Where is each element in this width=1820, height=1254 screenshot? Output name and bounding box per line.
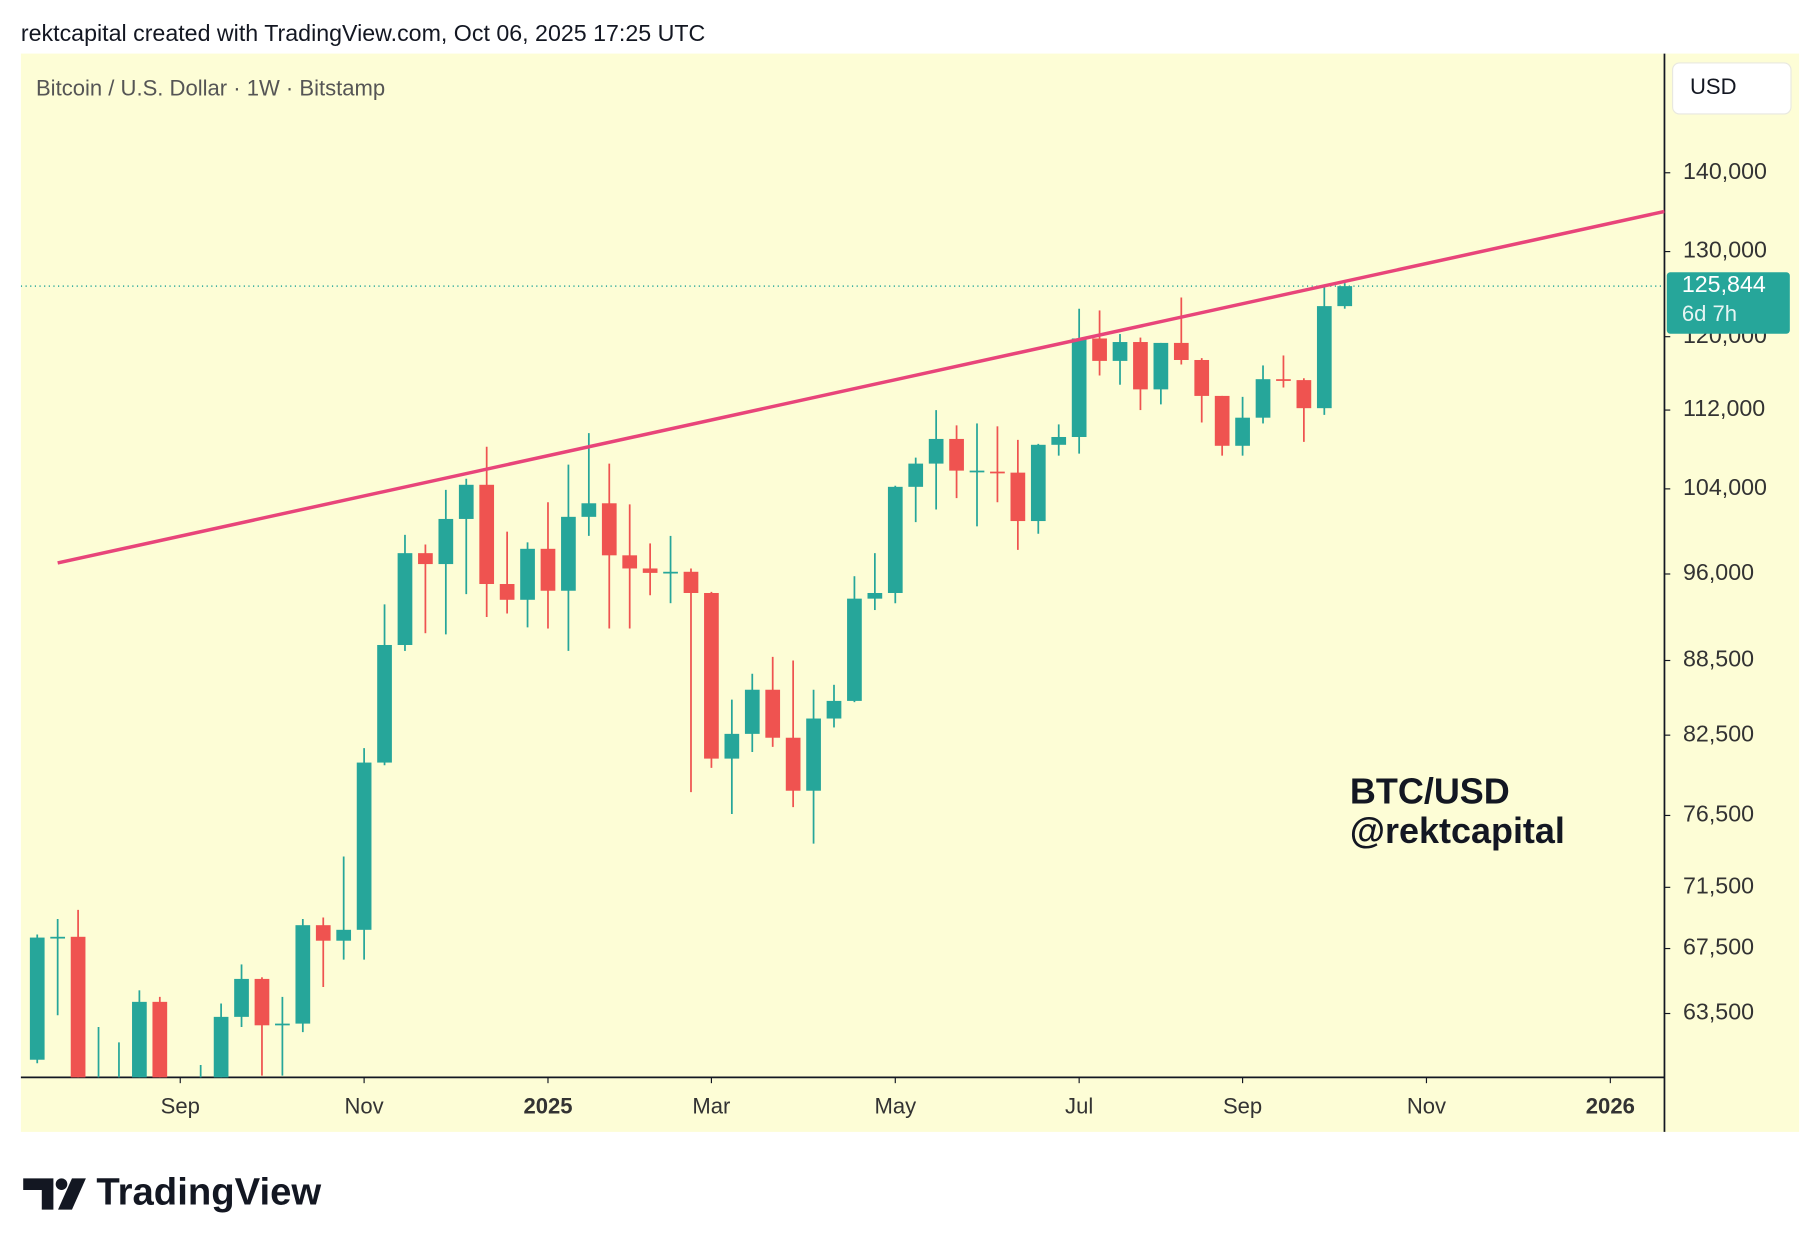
candle-body bbox=[1194, 359, 1210, 396]
candle-body bbox=[295, 925, 311, 1024]
x-tick-label: 2026 bbox=[1586, 1093, 1635, 1118]
candle-body bbox=[1173, 342, 1189, 360]
candle-body bbox=[663, 571, 678, 574]
y-tick-label: 67,500 bbox=[1683, 934, 1754, 960]
candle-body bbox=[50, 936, 66, 939]
candle-body bbox=[438, 518, 454, 565]
candle-body bbox=[683, 571, 699, 593]
candle-body bbox=[458, 484, 474, 519]
plot-area bbox=[20, 209, 1665, 1078]
x-tick-label: Nov bbox=[345, 1093, 384, 1118]
candle-body bbox=[969, 470, 985, 473]
currency-box bbox=[1672, 62, 1792, 115]
candle-body bbox=[1316, 306, 1332, 409]
candle-body bbox=[765, 689, 781, 738]
candle-body bbox=[826, 700, 842, 719]
candle-body bbox=[642, 568, 658, 573]
candle-body bbox=[254, 978, 270, 1026]
candle-body bbox=[744, 689, 760, 734]
candle-body bbox=[908, 463, 924, 487]
candle-body bbox=[1030, 444, 1046, 522]
axes: 140,000130,000120,000112,000104,00096,00… bbox=[161, 158, 1790, 1118]
countdown-label: 6d 7h bbox=[1682, 301, 1737, 326]
candle-body bbox=[275, 1023, 290, 1026]
candle-body bbox=[1153, 342, 1169, 390]
y-tick-label: 82,500 bbox=[1683, 720, 1754, 746]
chart-title: Bitcoin / U.S. Dollar · 1W · Bitstamp bbox=[36, 75, 385, 100]
candle-body bbox=[1133, 342, 1148, 390]
x-tick-label: 2025 bbox=[523, 1093, 572, 1118]
header: rektcapital created with TradingView.com… bbox=[21, 20, 705, 46]
candle-body bbox=[1010, 472, 1026, 522]
candle-body bbox=[949, 438, 964, 471]
candle-body bbox=[397, 553, 413, 645]
candle-body bbox=[540, 548, 556, 591]
candle-body bbox=[418, 553, 433, 565]
candle-body bbox=[990, 471, 1005, 474]
candle-body bbox=[622, 555, 638, 569]
candle-body bbox=[29, 937, 45, 1060]
candle-body bbox=[336, 929, 352, 941]
last-price-box bbox=[1666, 272, 1790, 334]
y-tick-label: 130,000 bbox=[1683, 237, 1767, 263]
x-tick-label: Sep bbox=[1223, 1093, 1262, 1118]
candle-body bbox=[806, 718, 821, 791]
trendline bbox=[57, 209, 1665, 565]
candle-body bbox=[867, 592, 883, 599]
y-tick-label: 96,000 bbox=[1683, 559, 1754, 585]
candle-body bbox=[356, 762, 372, 930]
candle-body bbox=[1051, 436, 1067, 445]
x-tick-label: Sep bbox=[161, 1093, 200, 1118]
x-tick-label: Mar bbox=[692, 1093, 730, 1118]
candle-body bbox=[1112, 342, 1128, 361]
last-price-label: 125,844 bbox=[1682, 271, 1766, 297]
candle-body bbox=[581, 503, 597, 517]
candle-body bbox=[1071, 338, 1087, 437]
y-tick-label: 112,000 bbox=[1683, 395, 1765, 421]
candle-body bbox=[213, 1016, 229, 1078]
candle-body bbox=[724, 733, 740, 759]
candle-body bbox=[520, 548, 535, 600]
candle-body bbox=[152, 1001, 168, 1078]
y-tick-label: 140,000 bbox=[1683, 158, 1767, 184]
y-tick-label: 104,000 bbox=[1683, 474, 1767, 500]
x-tick-label: Jul bbox=[1065, 1093, 1093, 1118]
candle-body bbox=[479, 484, 495, 585]
candle-body bbox=[847, 598, 862, 701]
annotation: BTC/USD bbox=[1350, 771, 1510, 812]
candle-body bbox=[928, 438, 944, 464]
candle-body bbox=[601, 503, 617, 556]
candle-body bbox=[70, 936, 86, 1078]
candle-body bbox=[561, 516, 576, 591]
x-tick-label: May bbox=[874, 1093, 916, 1118]
candle-body bbox=[377, 644, 392, 763]
candle-body bbox=[704, 592, 719, 759]
currency-label: USD bbox=[1690, 74, 1737, 99]
candle-body bbox=[315, 925, 331, 941]
logo bbox=[23, 1178, 86, 1210]
candle-body bbox=[499, 584, 515, 600]
annotation: @rektcapital bbox=[1350, 810, 1565, 851]
x-tick-label: Nov bbox=[1407, 1093, 1446, 1118]
candle-body bbox=[132, 1001, 147, 1078]
y-tick-label: 88,500 bbox=[1683, 646, 1754, 672]
candle-body bbox=[887, 486, 903, 593]
y-tick-label: 63,500 bbox=[1683, 999, 1754, 1025]
candle-body bbox=[1337, 286, 1353, 307]
candle-body bbox=[785, 737, 801, 791]
y-tick-label: 71,500 bbox=[1683, 872, 1754, 898]
candle-body bbox=[1235, 417, 1250, 446]
y-tick-label: 76,500 bbox=[1683, 801, 1754, 827]
candle-body bbox=[234, 978, 249, 1017]
chart-background bbox=[20, 53, 1800, 1132]
candle-body bbox=[1255, 379, 1271, 418]
candle-body bbox=[1214, 395, 1230, 446]
footer-brand: TradingView bbox=[96, 1171, 321, 1214]
candle-body bbox=[1276, 379, 1291, 381]
candle-body bbox=[1092, 338, 1107, 361]
candle-body bbox=[1296, 380, 1312, 409]
